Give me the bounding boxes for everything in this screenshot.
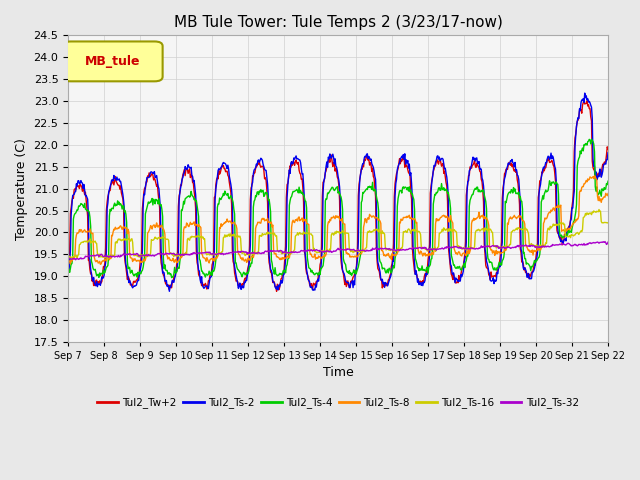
Tul2_Ts-16 <box>555 222 563 228</box>
Tul2_Ts-32 <box>330 248 338 254</box>
Tul2_Tw+2 <box>183 166 191 171</box>
Tul2_Ts-32 <box>72 257 79 263</box>
Tul2_Ts-32 <box>64 256 72 262</box>
Tul2_Ts-32 <box>207 251 214 257</box>
Text: MB_tule: MB_tule <box>84 55 140 68</box>
Tul2_Tw+2 <box>64 261 72 267</box>
Tul2_Tw+2 <box>383 280 390 286</box>
Tul2_Ts-2 <box>436 158 444 164</box>
Tul2_Ts-4 <box>383 268 390 274</box>
Tul2_Ts-8 <box>436 216 444 221</box>
Tul2_Ts-8 <box>383 252 390 257</box>
Tul2_Ts-2 <box>581 90 589 96</box>
Tul2_Ts-2 <box>556 233 563 239</box>
Tul2_Tw+2 <box>330 161 338 167</box>
Tul2_Ts-2 <box>207 274 214 280</box>
Tul2_Ts-4 <box>436 188 444 193</box>
Tul2_Tw+2 <box>273 288 280 294</box>
Tul2_Ts-2 <box>64 270 72 276</box>
Tul2_Ts-8 <box>591 173 598 179</box>
Tul2_Ts-4 <box>207 272 214 277</box>
Tul2_Tw+2 <box>556 235 563 240</box>
Tul2_Ts-2 <box>330 161 338 167</box>
Tul2_Ts-2 <box>383 281 390 287</box>
Tul2_Ts-4 <box>330 188 338 193</box>
Line: Tul2_Ts-2: Tul2_Ts-2 <box>68 93 608 291</box>
Line: Tul2_Ts-8: Tul2_Ts-8 <box>68 176 608 264</box>
Tul2_Ts-16 <box>382 247 390 253</box>
Tul2_Ts-4 <box>556 227 563 233</box>
Tul2_Tw+2 <box>604 146 612 152</box>
Tul2_Ts-32 <box>436 246 444 252</box>
Tul2_Ts-16 <box>206 252 214 258</box>
Tul2_Ts-32 <box>556 242 563 248</box>
Line: Tul2_Ts-4: Tul2_Ts-4 <box>68 139 608 277</box>
Tul2_Ts-4 <box>64 268 72 274</box>
Tul2_Ts-2 <box>166 288 173 294</box>
FancyBboxPatch shape <box>63 41 163 81</box>
Tul2_Ts-32 <box>601 239 609 244</box>
Tul2_Ts-4 <box>168 275 175 280</box>
Tul2_Ts-16 <box>183 251 191 257</box>
Tul2_Ts-8 <box>97 262 104 267</box>
Tul2_Ts-16 <box>595 207 603 213</box>
Tul2_Ts-8 <box>556 203 563 209</box>
Tul2_Ts-4 <box>184 194 191 200</box>
Legend: Tul2_Tw+2, Tul2_Ts-2, Tul2_Ts-4, Tul2_Ts-8, Tul2_Ts-16, Tul2_Ts-32: Tul2_Tw+2, Tul2_Ts-2, Tul2_Ts-4, Tul2_Ts… <box>93 393 583 412</box>
Tul2_Ts-32 <box>383 246 390 252</box>
Tul2_Tw+2 <box>436 156 444 162</box>
Tul2_Ts-16 <box>330 232 337 238</box>
Tul2_Ts-32 <box>604 240 612 245</box>
Tul2_Ts-8 <box>207 256 214 262</box>
Tul2_Ts-8 <box>184 221 191 227</box>
Tul2_Ts-4 <box>588 136 595 142</box>
Tul2_Ts-16 <box>604 220 612 226</box>
Line: Tul2_Ts-32: Tul2_Ts-32 <box>68 241 608 260</box>
Tul2_Ts-2 <box>184 166 191 171</box>
Tul2_Tw+2 <box>580 98 588 104</box>
Tul2_Ts-2 <box>604 150 612 156</box>
Line: Tul2_Tw+2: Tul2_Tw+2 <box>68 101 608 291</box>
Tul2_Ts-8 <box>64 259 72 264</box>
Y-axis label: Temperature (C): Temperature (C) <box>15 138 28 240</box>
Tul2_Ts-4 <box>604 179 612 184</box>
Title: MB Tule Tower: Tule Temps 2 (3/23/17-now): MB Tule Tower: Tule Temps 2 (3/23/17-now… <box>173 15 502 30</box>
Line: Tul2_Ts-16: Tul2_Ts-16 <box>68 210 608 260</box>
Tul2_Tw+2 <box>206 273 214 279</box>
Tul2_Ts-16 <box>64 257 72 263</box>
Tul2_Ts-8 <box>330 215 338 220</box>
Tul2_Ts-32 <box>184 252 191 257</box>
Tul2_Ts-8 <box>604 191 612 196</box>
X-axis label: Time: Time <box>323 367 353 380</box>
Tul2_Ts-16 <box>435 230 443 236</box>
